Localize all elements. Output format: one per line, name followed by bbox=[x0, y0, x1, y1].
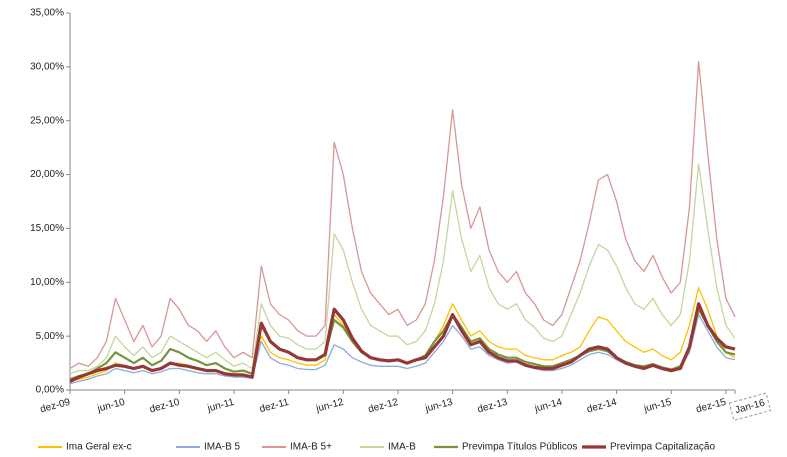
y-tick-label: 10,00% bbox=[30, 277, 64, 288]
x-tick-label: dez-12 bbox=[367, 397, 400, 416]
x-tick-label-box: Jan-16 bbox=[728, 392, 772, 421]
x-tick-label: dez-11 bbox=[258, 397, 290, 415]
legend-label: Previmpa Capitalização bbox=[610, 442, 715, 453]
x-tick-label: jun-13 bbox=[423, 397, 454, 415]
series-line bbox=[69, 302, 736, 383]
x-tick-label: jun-14 bbox=[533, 397, 564, 415]
label-frame bbox=[728, 392, 772, 421]
x-tick-label: dez-13 bbox=[476, 397, 509, 416]
legend-label: IMA-B bbox=[388, 442, 416, 453]
y-tick-label: 30,00% bbox=[30, 61, 64, 72]
x-tick-label: dez-09 bbox=[39, 397, 72, 416]
series-line bbox=[69, 163, 736, 375]
y-tick-label: 0,00% bbox=[36, 385, 64, 396]
x-tick-label: jun-10 bbox=[95, 397, 126, 415]
y-tick-label: 35,00% bbox=[30, 8, 64, 19]
y-tick-label: 25,00% bbox=[30, 115, 64, 126]
x-tick-label: dez-15 bbox=[695, 397, 728, 416]
legend-label: IMA-B 5 bbox=[204, 442, 241, 453]
series-line bbox=[69, 60, 736, 370]
legend-label: Previmpa Títulos Públicos bbox=[462, 442, 577, 453]
x-tick-label: jun-15 bbox=[642, 397, 673, 415]
legend-label: IMA-B 5+ bbox=[290, 442, 332, 453]
legend-label: Ima Geral ex-c bbox=[66, 442, 132, 453]
y-tick-label: 15,00% bbox=[30, 223, 64, 234]
x-tick-label: dez-10 bbox=[148, 397, 181, 416]
x-tick-label: dez-14 bbox=[586, 397, 619, 416]
x-tick-label: jun-11 bbox=[205, 397, 235, 415]
x-tick-label: jun-12 bbox=[314, 397, 345, 415]
y-tick-label: 20,00% bbox=[30, 169, 64, 180]
y-tick-label: 5,00% bbox=[36, 331, 64, 342]
